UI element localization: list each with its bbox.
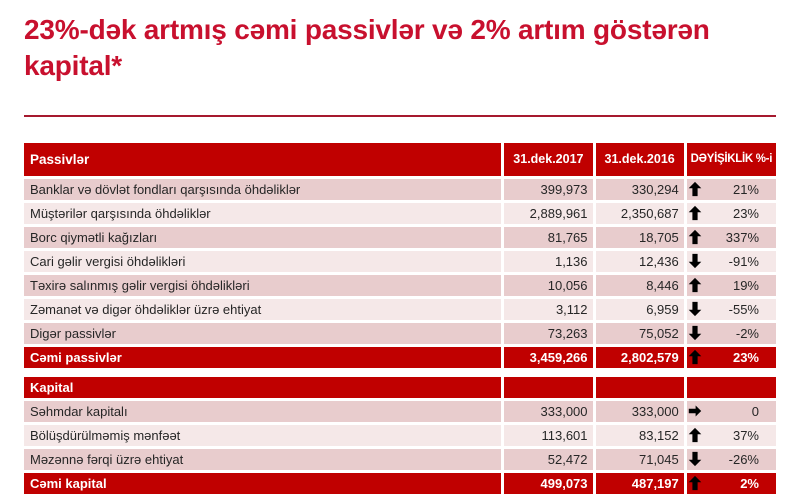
value-2017: 73,263 [504, 322, 593, 344]
row-label: Borc qiymətli kağızları [24, 226, 502, 248]
table-row: Səhmdar kapitalı 333,000 333,000 0 [24, 400, 776, 422]
empty-cell [595, 376, 684, 398]
row-label: Müştərilər qarşısında öhdəliklər [24, 202, 502, 224]
header-change: DƏYİŞİKLİK %-i [686, 142, 776, 176]
value-2016: 75,052 [595, 322, 684, 344]
change-cell: 2% [686, 472, 776, 494]
change-cell: -26% [686, 448, 776, 470]
up-arrow-icon [688, 229, 702, 245]
section-gap [24, 371, 776, 374]
row-label: Cari gəlir vergisi öhdəlikləri [24, 250, 502, 272]
row-label: Digər passivlər [24, 322, 502, 344]
value-2016: 83,152 [595, 424, 684, 446]
row-label: Cəmi kapital [24, 472, 502, 494]
right-arrow-icon [688, 403, 702, 419]
up-arrow-icon [688, 277, 702, 293]
up-arrow-icon [688, 181, 702, 197]
change-percent: -26% [728, 451, 759, 467]
down-arrow-icon [688, 325, 702, 341]
table-row: Cari gəlir vergisi öhdəlikləri 1,136 12,… [24, 250, 776, 272]
value-2016: 6,959 [595, 298, 684, 320]
header-2016: 31.dek.2016 [595, 142, 684, 176]
total-row-passivler: Cəmi passivlər 3,459,266 2,802,579 23% [24, 346, 776, 368]
empty-cell [504, 376, 593, 398]
slide: 23%-dək artmış cəmi passivlər və 2% artı… [0, 12, 800, 499]
table-row: Məzənnə fərqi üzrə ehtiyat 52,472 71,045… [24, 448, 776, 470]
down-arrow-icon [688, 451, 702, 467]
header-passivler: Passivlər [24, 142, 502, 176]
change-cell: -2% [686, 322, 776, 344]
change-percent: -55% [728, 301, 759, 317]
up-arrow-icon [688, 205, 702, 221]
value-2017: 333,000 [504, 400, 593, 422]
row-label: Cəmi passivlər [24, 346, 502, 368]
row-label: Təxirə salınmış gəlir vergisi öhdəliklər… [24, 274, 502, 296]
financial-table: Passivlər 31.dek.2017 31.dek.2016 DƏYİŞİ… [21, 140, 779, 497]
change-cell: 19% [686, 274, 776, 296]
value-2017: 52,472 [504, 448, 593, 470]
value-2016: 333,000 [595, 400, 684, 422]
change-cell: -91% [686, 250, 776, 272]
change-cell: 37% [686, 424, 776, 446]
row-label: Zəmanət və digər öhdəliklər üzrə ehtiyat [24, 298, 502, 320]
value-2016: 2,350,687 [595, 202, 684, 224]
change-percent: 23% [732, 349, 759, 365]
up-arrow-icon [688, 475, 702, 491]
value-2017: 399,973 [504, 178, 593, 200]
value-2017: 113,601 [504, 424, 593, 446]
up-arrow-icon [688, 427, 702, 443]
change-percent: 0 [751, 403, 759, 419]
down-arrow-icon [688, 253, 702, 269]
value-2017: 3,112 [504, 298, 593, 320]
row-label: Səhmdar kapitalı [24, 400, 502, 422]
value-2017: 3,459,266 [504, 346, 593, 368]
value-2016: 71,045 [595, 448, 684, 470]
table-header-row: Passivlər 31.dek.2017 31.dek.2016 DƏYİŞİ… [24, 142, 776, 176]
page-title: 23%-dək artmış cəmi passivlər və 2% artı… [24, 14, 710, 81]
change-percent: 337% [725, 229, 759, 245]
change-percent: 23% [732, 205, 759, 221]
row-label: Məzənnə fərqi üzrə ehtiyat [24, 448, 502, 470]
change-cell: 0 [686, 400, 776, 422]
value-2016: 12,436 [595, 250, 684, 272]
change-cell: 23% [686, 346, 776, 368]
table-row: Borc qiymətli kağızları 81,765 18,705 33… [24, 226, 776, 248]
section-header-kapital: Kapital [24, 376, 776, 398]
change-cell: 21% [686, 178, 776, 200]
table-row: Müştərilər qarşısında öhdəliklər 2,889,9… [24, 202, 776, 224]
total-row-kapital: Cəmi kapital 499,073 487,197 2% [24, 472, 776, 494]
change-percent: 19% [732, 277, 759, 293]
value-2017: 2,889,961 [504, 202, 593, 224]
empty-cell [686, 376, 776, 398]
title-divider [24, 114, 776, 117]
value-2017: 10,056 [504, 274, 593, 296]
up-arrow-icon [688, 349, 702, 365]
value-2016: 330,294 [595, 178, 684, 200]
row-label: Bölüşdürülməmiş mənfəət [24, 424, 502, 446]
value-2016: 2,802,579 [595, 346, 684, 368]
table-row: Bölüşdürülməmiş mənfəət 113,601 83,152 3… [24, 424, 776, 446]
change-percent: 2% [740, 475, 759, 491]
table-row: Banklar və dövlət fondları qarşısında öh… [24, 178, 776, 200]
table-row: Digər passivlər 73,263 75,052 -2% [24, 322, 776, 344]
table-row: Təxirə salınmış gəlir vergisi öhdəliklər… [24, 274, 776, 296]
value-2016: 18,705 [595, 226, 684, 248]
value-2017: 1,136 [504, 250, 593, 272]
value-2017: 499,073 [504, 472, 593, 494]
value-2016: 487,197 [595, 472, 684, 494]
change-percent: -91% [728, 253, 759, 269]
value-2016: 8,446 [595, 274, 684, 296]
table-row: Zəmanət və digər öhdəliklər üzrə ehtiyat… [24, 298, 776, 320]
value-2017: 81,765 [504, 226, 593, 248]
down-arrow-icon [688, 301, 702, 317]
change-percent: -2% [735, 325, 759, 341]
section-label: Kapital [24, 376, 502, 398]
change-cell: -55% [686, 298, 776, 320]
change-cell: 23% [686, 202, 776, 224]
change-cell: 337% [686, 226, 776, 248]
header-2017: 31.dek.2017 [504, 142, 593, 176]
row-label: Banklar və dövlət fondları qarşısında öh… [24, 178, 502, 200]
change-percent: 21% [732, 181, 759, 197]
change-percent: 37% [732, 427, 759, 443]
